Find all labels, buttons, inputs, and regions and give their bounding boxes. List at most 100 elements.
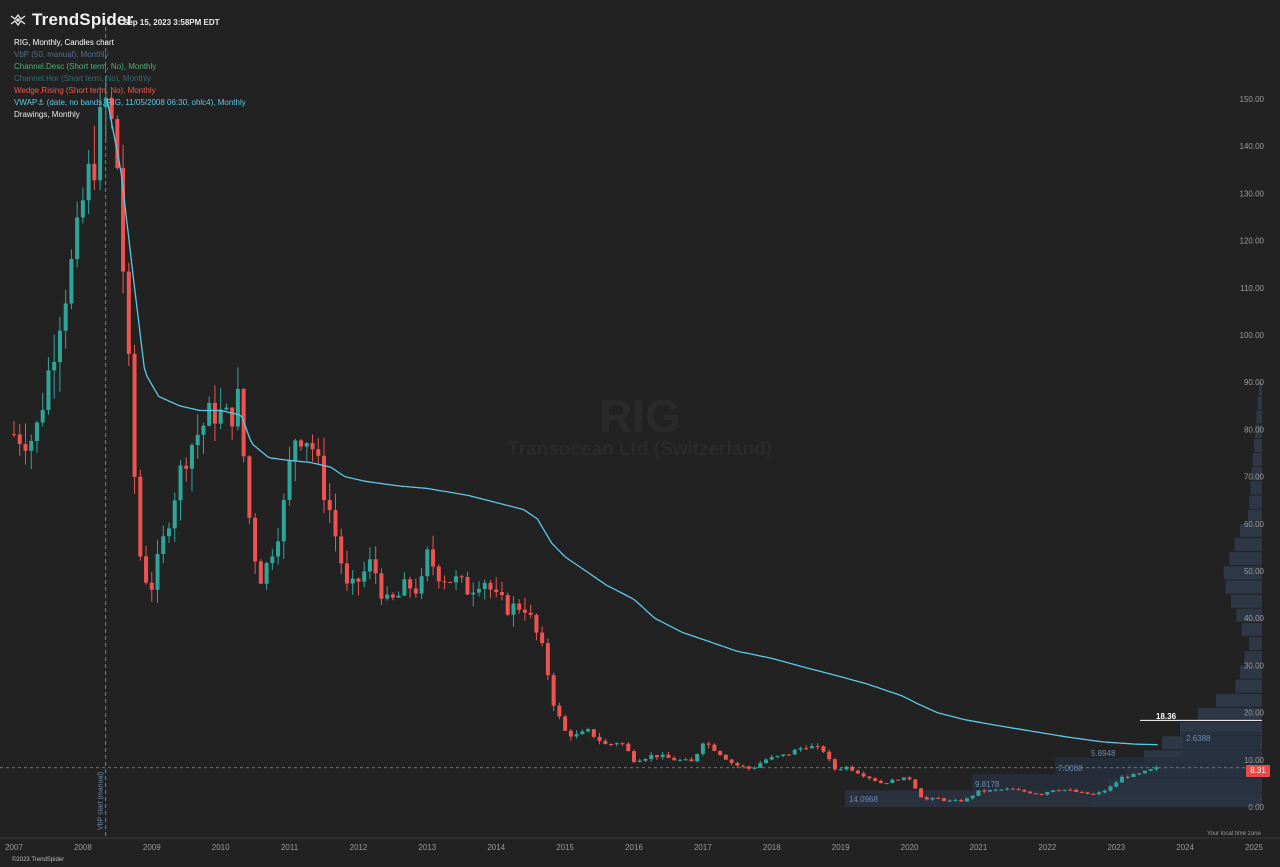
x-tick-label: 2008: [74, 843, 92, 852]
candle: [281, 493, 286, 559]
candle: [362, 561, 367, 588]
candle: [189, 443, 194, 492]
candle: [586, 727, 591, 733]
candle: [1119, 774, 1124, 783]
candle: [40, 392, 45, 427]
candle: [511, 596, 516, 627]
candle: [654, 755, 659, 760]
candle: [316, 437, 321, 465]
vbp-bar: [1198, 707, 1262, 722]
candle: [304, 442, 309, 461]
vbp-bar: [1231, 594, 1262, 608]
candle: [138, 469, 143, 561]
candle: [626, 741, 631, 752]
candle: [832, 758, 837, 772]
vbp-start-label: VbP start (manual): [98, 772, 105, 830]
legend-vbp[interactable]: VbP (50, manual), Monthly: [14, 50, 109, 59]
candle: [712, 743, 717, 752]
timezone-label[interactable]: Your local time zone: [1207, 831, 1261, 837]
candle: [167, 522, 171, 543]
candle: [913, 778, 918, 790]
legend-channel-desc[interactable]: Channel.Desc (Short term, No), Monthly: [14, 62, 157, 71]
legend-chart-title[interactable]: RIG, Monthly, Candles chart: [14, 38, 114, 47]
candle: [293, 438, 298, 482]
last-price-badge: 8.31: [1246, 765, 1270, 777]
candle: [1074, 788, 1079, 793]
candle: [12, 420, 16, 438]
candle: [69, 249, 74, 310]
candle: [92, 125, 97, 191]
candle: [947, 799, 952, 803]
y-tick-label: 70.00: [1244, 473, 1265, 482]
candle: [224, 403, 229, 411]
brand[interactable]: TrendSpider: [10, 10, 133, 30]
y-tick-label: 90.00: [1244, 378, 1265, 387]
candle: [390, 592, 395, 601]
candle: [643, 758, 648, 763]
x-tick-label: 2011: [281, 843, 299, 852]
candle: [809, 743, 814, 749]
x-tick-label: 2016: [625, 843, 643, 852]
candle: [327, 483, 332, 523]
candle: [861, 771, 866, 778]
candle: [792, 748, 797, 755]
candle: [723, 753, 728, 760]
candle: [614, 742, 619, 747]
candle: [758, 760, 763, 769]
candle: [344, 550, 349, 591]
candle: [890, 778, 895, 784]
candle: [442, 575, 447, 590]
candle: [230, 407, 235, 440]
candle: [322, 437, 326, 514]
vbp-bar: [1225, 580, 1262, 594]
candle: [1039, 793, 1044, 796]
candle: [17, 424, 22, 456]
candle: [235, 367, 240, 431]
candle: [218, 388, 223, 430]
candle: [258, 558, 263, 584]
candle: [419, 567, 424, 600]
candle: [396, 591, 401, 598]
candle: [781, 754, 786, 758]
candle: [953, 798, 958, 801]
candle: [752, 766, 757, 770]
x-tick-label: 2007: [5, 843, 23, 852]
candle: [522, 598, 527, 621]
brand-name: TrendSpider: [32, 10, 134, 29]
candle: [178, 459, 183, 521]
y-tick-label: 110.00: [1240, 284, 1264, 293]
vwap-line: [106, 98, 1158, 746]
candle: [482, 579, 487, 600]
candle: [689, 757, 694, 762]
candle: [1016, 787, 1021, 791]
vbp-bar: [1249, 495, 1262, 509]
candle: [287, 446, 292, 506]
vbp-bar: [1251, 467, 1262, 481]
candle: [517, 599, 522, 614]
candle: [1102, 789, 1107, 794]
candle: [609, 743, 614, 747]
y-tick-label: 20.00: [1244, 709, 1265, 718]
candle: [465, 571, 470, 595]
x-tick-label: 2012: [350, 843, 368, 852]
candle: [350, 569, 355, 595]
candle: [454, 569, 459, 591]
candle: [1056, 789, 1061, 792]
legend-vwap[interactable]: VWAP⚓ (date, no bands, RIG, 11/05/2008 0…: [14, 98, 246, 107]
candle: [700, 742, 705, 757]
candle: [729, 758, 734, 766]
candle: [459, 574, 464, 583]
legend-wedge-rising[interactable]: Wedge.Rising (Short term, No), Monthly: [14, 86, 156, 95]
candle: [597, 732, 602, 745]
vbp-bar: [1216, 693, 1262, 707]
candle: [982, 788, 987, 794]
legend-channel-hor[interactable]: Channel.Hor (Short term, No), Monthly: [14, 74, 151, 83]
candle: [896, 779, 901, 781]
candle: [126, 262, 131, 366]
x-tick-label: 2010: [212, 843, 230, 852]
legend-drawings[interactable]: Drawings, Monthly: [14, 110, 80, 119]
candle: [339, 528, 344, 575]
candle: [672, 756, 677, 761]
vbp-level-label: 9.8178: [975, 780, 1000, 789]
